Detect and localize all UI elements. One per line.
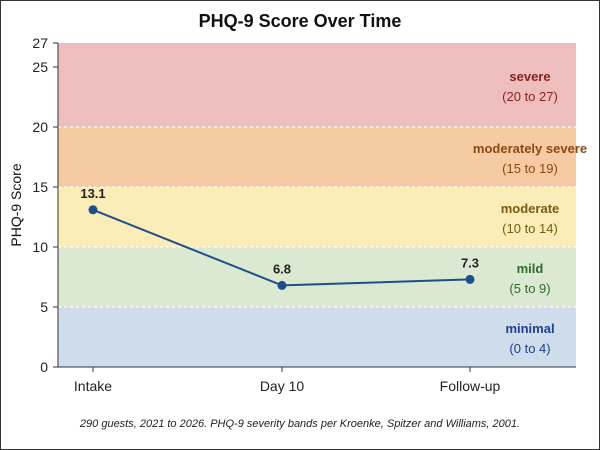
band-moderately-severe — [58, 127, 576, 187]
band-minimal — [58, 307, 576, 367]
chart-title: PHQ-9 Score Over Time — [198, 11, 402, 31]
x-tick-label: Intake — [74, 378, 112, 394]
data-point — [88, 205, 98, 215]
band-label-range: (20 to 27) — [502, 89, 558, 104]
y-tick-label: 0 — [40, 359, 48, 375]
y-axis-label: PHQ-9 Score — [8, 163, 24, 246]
data-point — [277, 280, 287, 290]
y-tick-label: 15 — [32, 179, 48, 195]
y-tick-label: 20 — [32, 119, 48, 135]
band-label-name: moderate — [501, 201, 560, 216]
data-label: 13.1 — [80, 186, 105, 201]
band-label-name: severe — [509, 69, 550, 84]
y-tick-label: 25 — [32, 59, 48, 75]
y-tick-label: 5 — [40, 299, 48, 315]
y-tick-label: 10 — [32, 239, 48, 255]
band-moderate — [58, 187, 576, 247]
band-severe — [58, 43, 576, 127]
band-label-name: moderately severe — [473, 141, 587, 156]
band-label-range: (10 to 14) — [502, 221, 558, 236]
band-label-name: minimal — [505, 321, 554, 336]
data-point — [465, 274, 475, 284]
band-label-range: (5 to 9) — [509, 281, 550, 296]
chart-footnote: 290 guests, 2021 to 2026. PHQ-9 severity… — [79, 418, 521, 430]
band-label-range: (0 to 4) — [509, 341, 550, 356]
x-tick-label: Follow-up — [440, 378, 501, 394]
y-tick-label: 27 — [32, 35, 48, 51]
band-mild — [58, 247, 576, 307]
band-label-range: (15 to 19) — [502, 161, 558, 176]
band-label-name: mild — [517, 261, 544, 276]
x-tick-label: Day 10 — [260, 378, 305, 394]
data-label: 7.3 — [461, 255, 479, 270]
data-label: 6.8 — [273, 261, 291, 276]
